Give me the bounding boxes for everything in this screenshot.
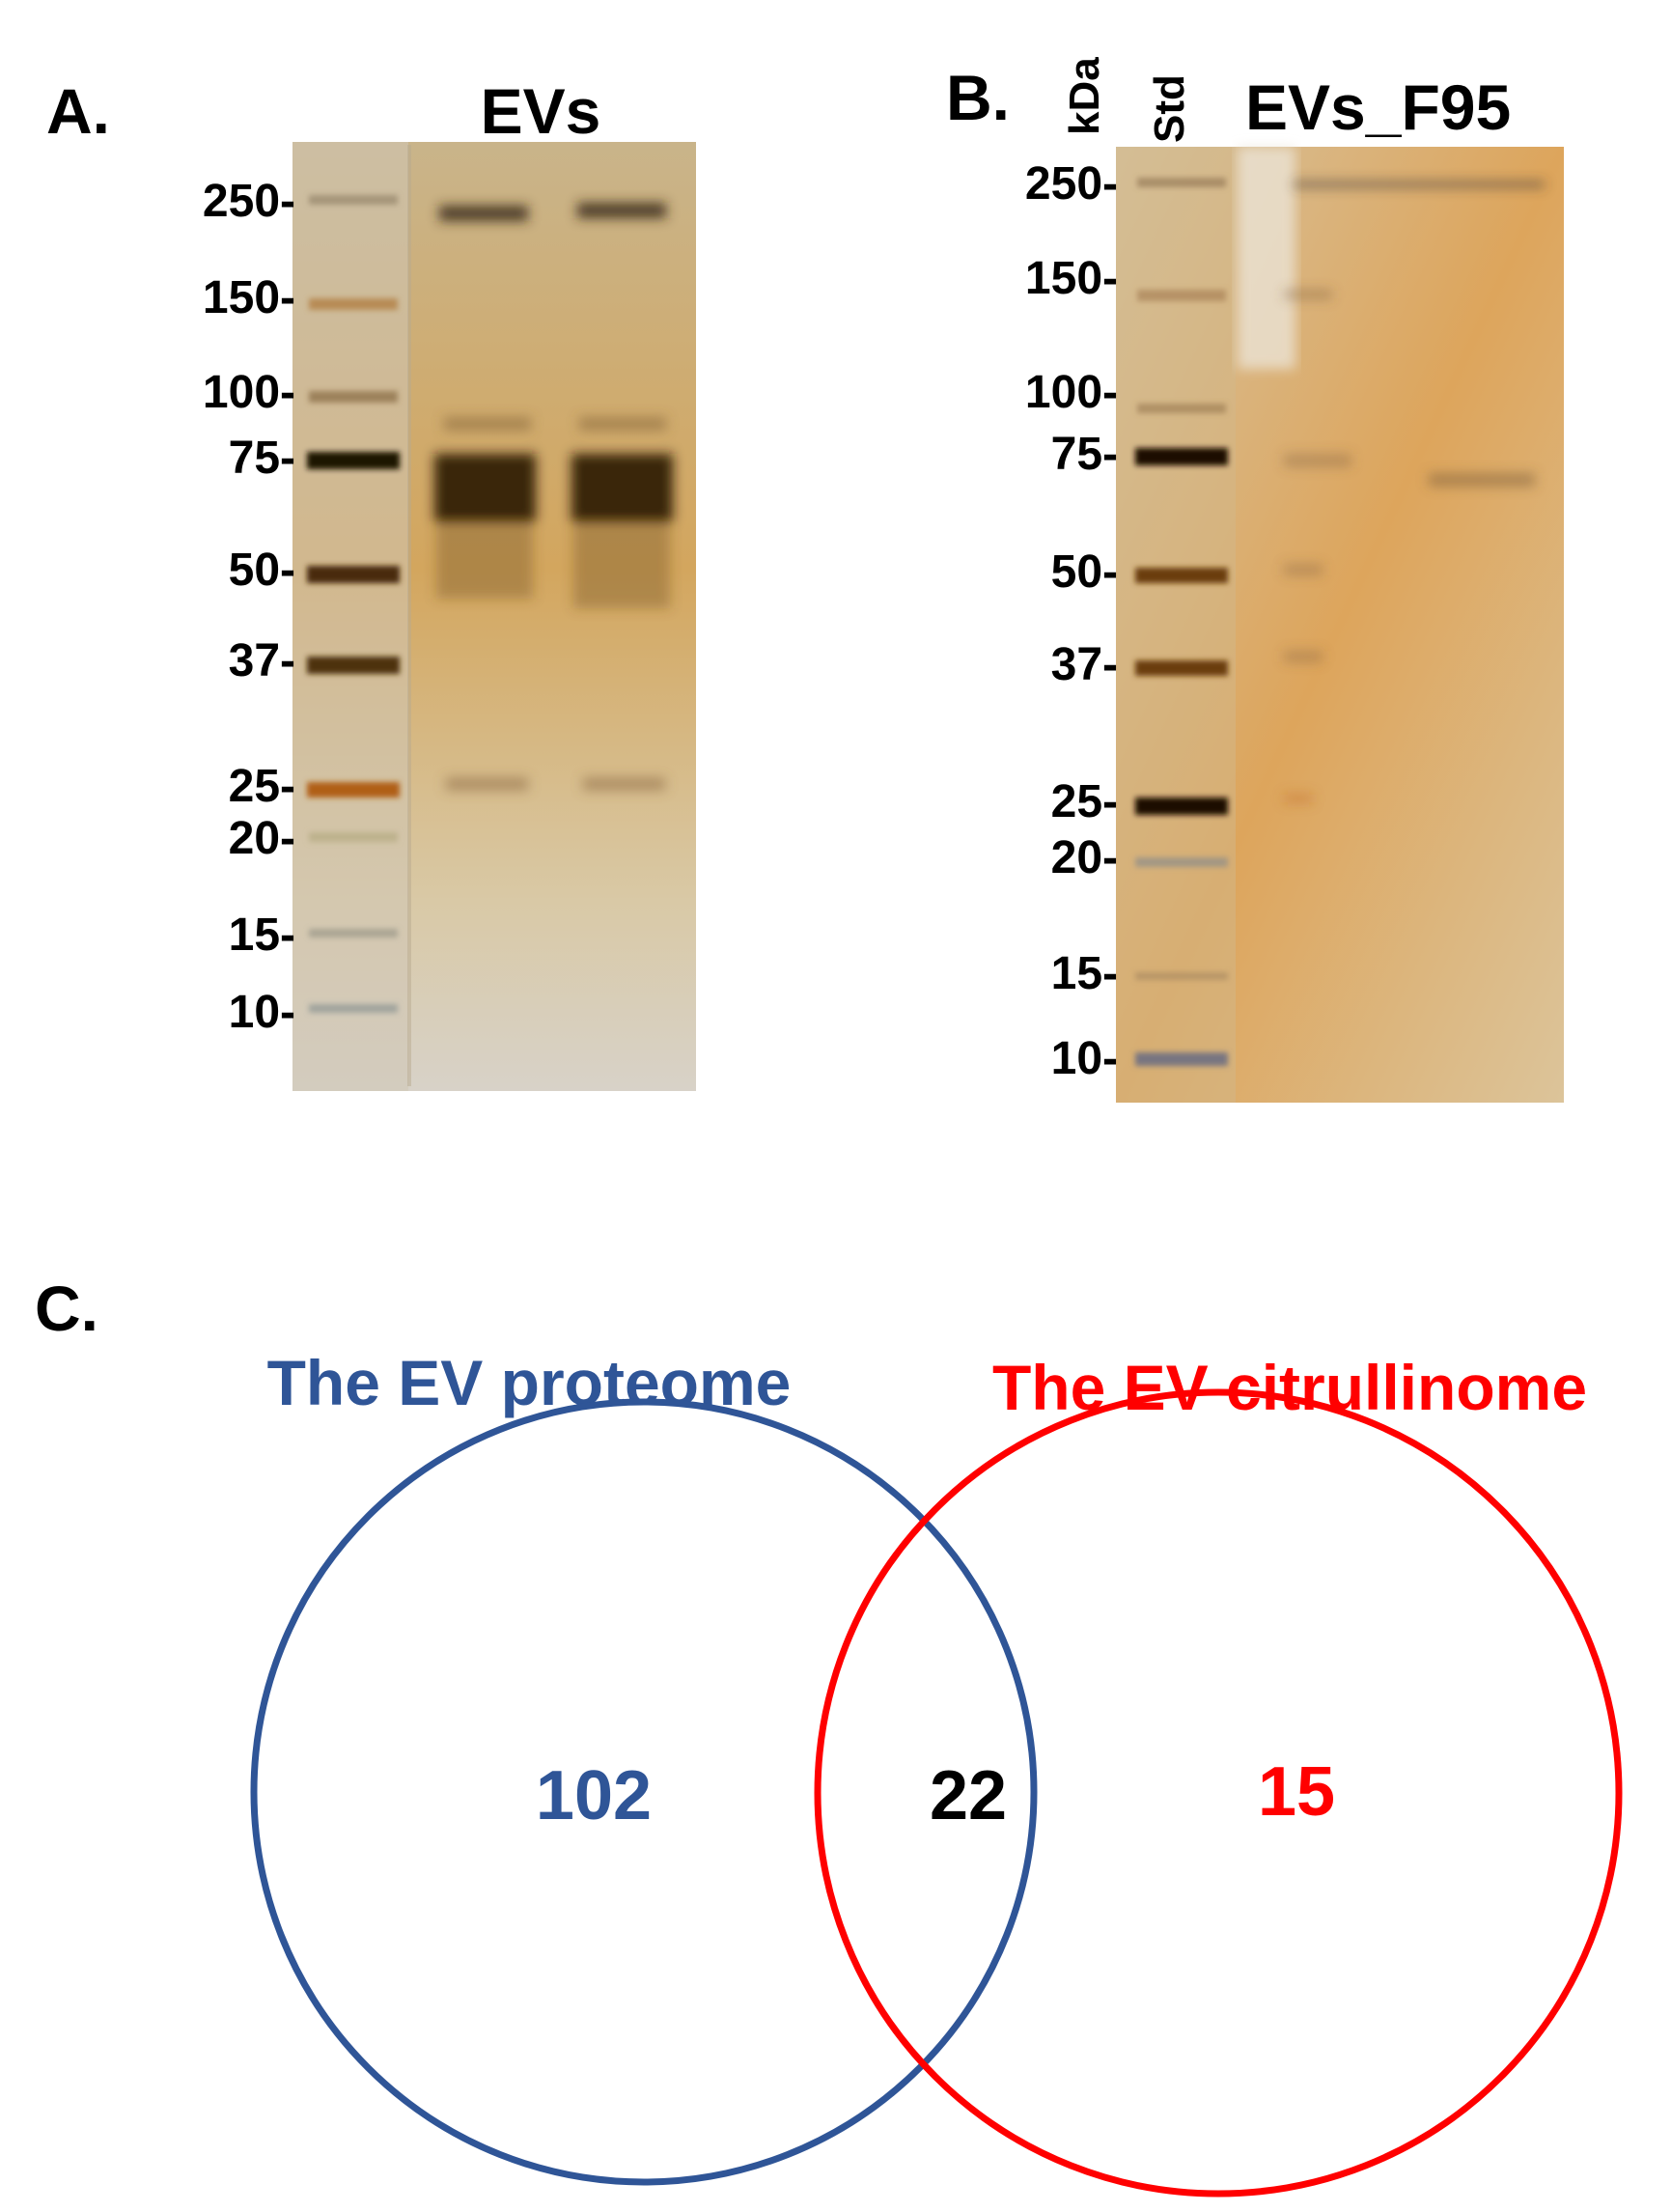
venn-set-label-citrullinome: The EV citrullinome [992, 1352, 1587, 1423]
marker-a-50: 50- [229, 545, 295, 596]
venn-count-citrullinome-only: 15 [1258, 1753, 1335, 1831]
venn-count-intersection: 22 [930, 1757, 1007, 1834]
panel-b-label: B. [946, 62, 1010, 133]
marker-b-250: 250- [1025, 158, 1118, 210]
panel-a-label: A. [46, 75, 110, 147]
panel-c: C. The EV proteome The EV citrullinome 1… [35, 1273, 1623, 2198]
marker-b-15: 15- [1051, 948, 1118, 999]
panel-a: A. EVs [46, 75, 696, 1091]
marker-a-150: 150- [203, 272, 295, 323]
panel-b-units-header: kDa [1061, 57, 1108, 135]
marker-b-150: 150- [1025, 253, 1118, 304]
marker-a-15: 15- [229, 910, 295, 961]
marker-b-25: 25- [1051, 776, 1118, 827]
panel-b-sample-header: EVs_F95 [1245, 71, 1511, 143]
marker-a-25: 25- [229, 761, 295, 812]
marker-a-37: 37- [229, 635, 295, 686]
panel-a-header: EVs [481, 75, 601, 147]
marker-b-50: 50- [1051, 546, 1118, 598]
marker-labels-b: 250- 150- 100- 75- 50- 37- 25- 20- 15- 1… [1025, 158, 1118, 1084]
gel-image-a [292, 142, 696, 1091]
marker-a-100: 100- [203, 367, 295, 418]
gel-image-b [1116, 147, 1564, 1103]
marker-b-37: 37- [1051, 639, 1118, 690]
marker-a-10: 10- [229, 987, 295, 1038]
marker-a-20: 20- [229, 813, 295, 864]
venn-count-proteome-only: 102 [536, 1757, 652, 1834]
venn-circle-proteome [250, 1398, 1038, 2186]
marker-b-20: 20- [1051, 832, 1118, 883]
panel-b: B. kDa Std EVs_F95 [946, 57, 1564, 1103]
panel-c-label: C. [35, 1273, 98, 1344]
marker-labels-a: 250- 150- 100- 75- 50- 37- 25- 20- 15- 1… [203, 176, 295, 1038]
marker-a-250: 250- [203, 176, 295, 227]
marker-b-75: 75- [1051, 429, 1118, 480]
venn-circle-citrullinome [814, 1388, 1623, 2198]
panel-b-std-header: Std [1146, 74, 1193, 143]
marker-a-75: 75- [229, 433, 295, 484]
marker-b-100: 100- [1025, 367, 1118, 418]
marker-b-10: 10- [1051, 1033, 1118, 1084]
